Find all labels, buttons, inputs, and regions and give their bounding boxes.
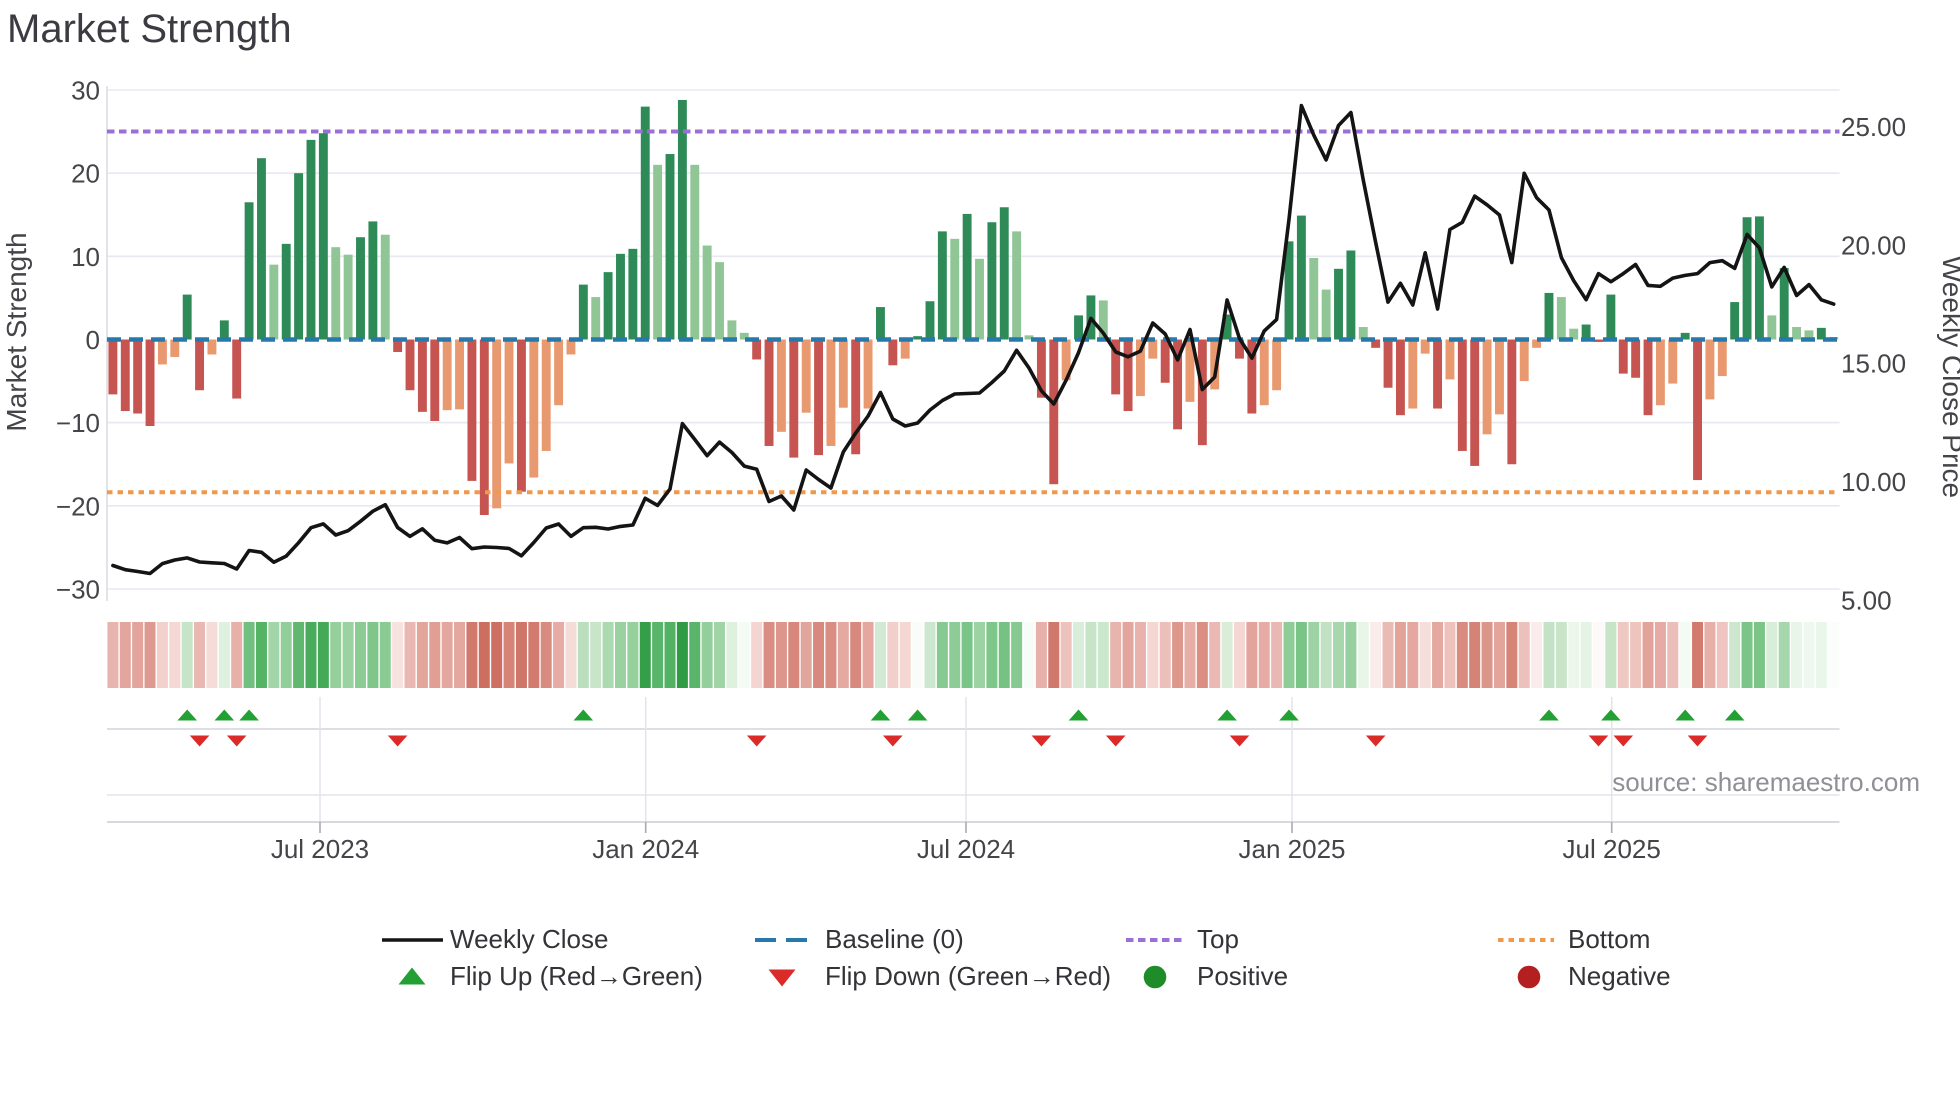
svg-text:source: sharemaestro.com: source: sharemaestro.com [1612, 767, 1920, 797]
svg-text:30: 30 [71, 76, 100, 106]
svg-text:−20: −20 [56, 491, 100, 521]
svg-text:Market Strength: Market Strength [1, 232, 32, 431]
svg-text:Jan 2025: Jan 2025 [1239, 834, 1346, 864]
svg-text:15.00: 15.00 [1841, 349, 1906, 379]
svg-text:Jan 2024: Jan 2024 [592, 834, 699, 864]
svg-text:Bottom: Bottom [1568, 924, 1650, 954]
svg-text:Market Strength: Market Strength [7, 7, 292, 51]
svg-text:10.00: 10.00 [1841, 467, 1906, 497]
svg-text:Weekly Close: Weekly Close [450, 924, 608, 954]
svg-text:Baseline (0): Baseline (0) [825, 924, 964, 954]
svg-text:25.00: 25.00 [1841, 112, 1906, 142]
svg-text:Flip Down (Green→Red): Flip Down (Green→Red) [825, 961, 1111, 991]
svg-text:Jul 2025: Jul 2025 [1563, 834, 1661, 864]
svg-text:Negative: Negative [1568, 961, 1671, 991]
svg-text:5.00: 5.00 [1841, 585, 1892, 615]
svg-text:−10: −10 [56, 408, 100, 438]
svg-text:20.00: 20.00 [1841, 230, 1906, 260]
svg-text:Flip Up (Red→Green): Flip Up (Red→Green) [450, 961, 703, 991]
svg-text:Jul 2024: Jul 2024 [917, 834, 1015, 864]
svg-text:Jul 2023: Jul 2023 [271, 834, 369, 864]
svg-text:10: 10 [71, 242, 100, 272]
svg-text:20: 20 [71, 159, 100, 189]
svg-text:−30: −30 [56, 575, 100, 605]
svg-text:Weekly Close Price: Weekly Close Price [1937, 256, 1960, 498]
svg-text:0: 0 [86, 325, 100, 355]
svg-text:Positive: Positive [1197, 961, 1288, 991]
svg-text:Top: Top [1197, 924, 1239, 954]
